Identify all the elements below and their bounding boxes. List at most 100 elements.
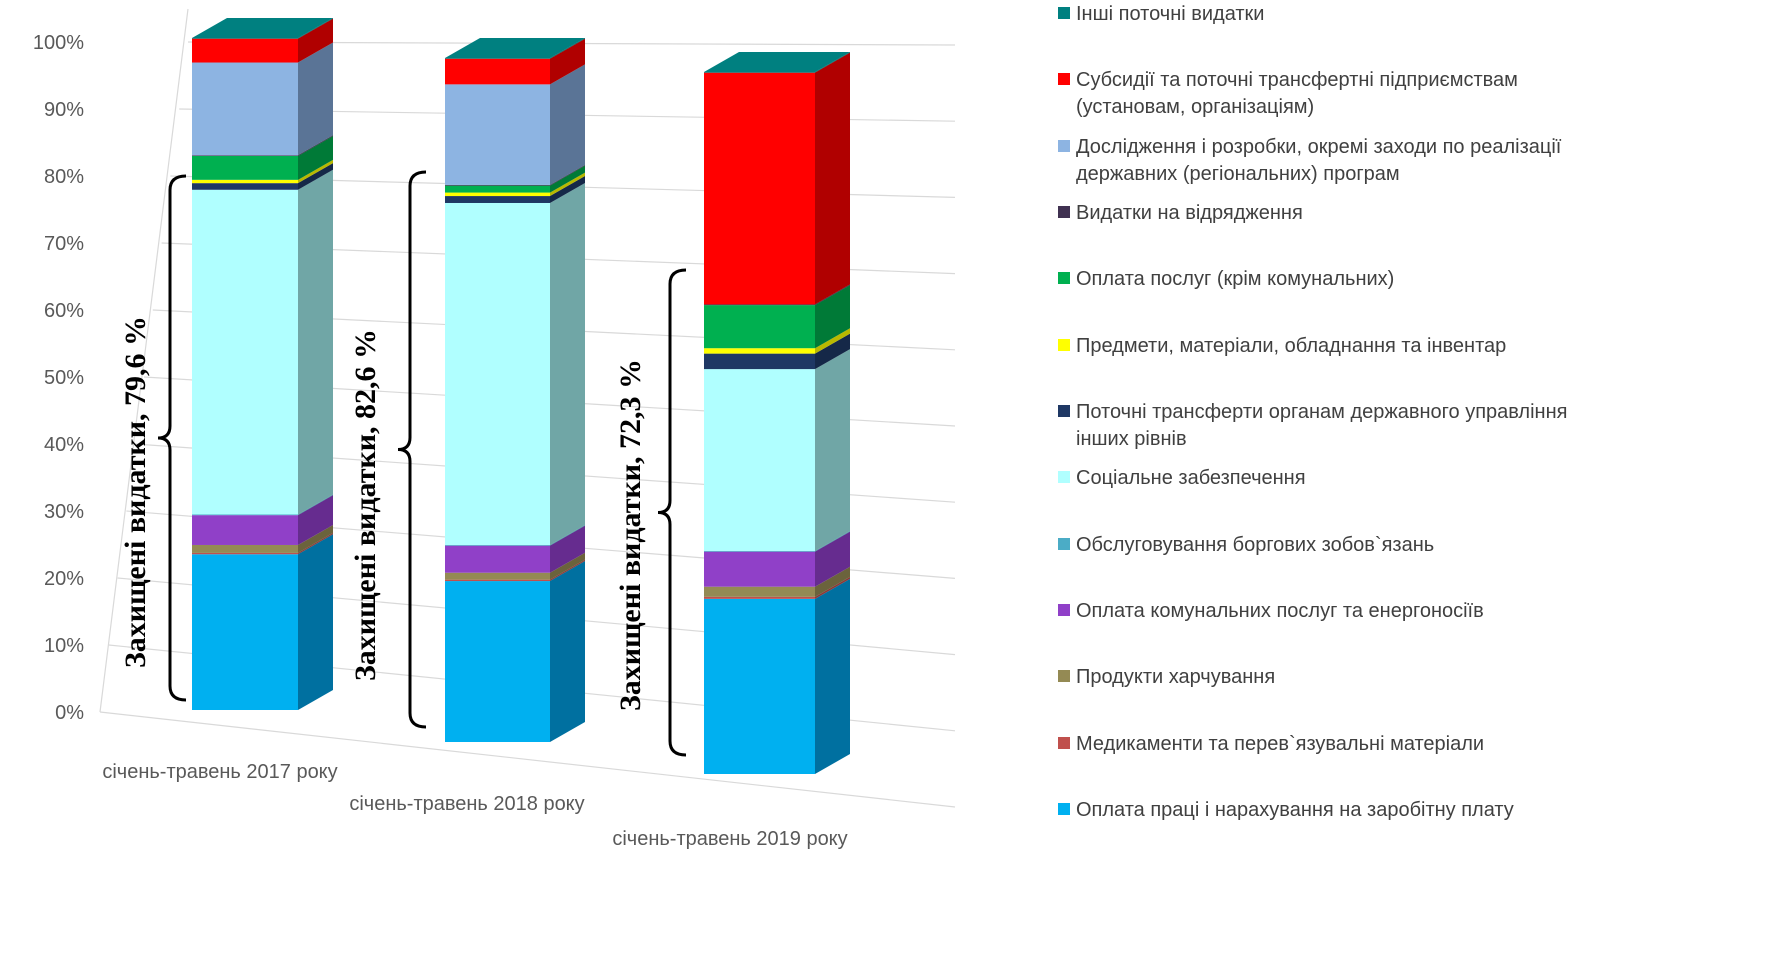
bar-segment — [704, 72, 815, 73]
legend-swatch — [1058, 737, 1070, 749]
legend-item: Оплата послуг (крім комунальних) — [1058, 268, 1394, 290]
bar-segment — [192, 62, 298, 156]
y-tick-label: 30% — [44, 501, 84, 523]
curly-bracket — [157, 174, 187, 702]
bar-stack — [704, 52, 850, 774]
legend-item: Соціальне забезпечення — [1058, 467, 1306, 489]
legend-swatch — [1058, 206, 1070, 218]
bar-segment-side — [815, 578, 850, 774]
legend-label: Оплата праці і нарахування на заробітну … — [1076, 799, 1514, 821]
legend-swatch — [1058, 538, 1070, 550]
bar-segment — [445, 185, 550, 193]
bar-segment — [704, 596, 815, 599]
bar-segment-side — [298, 494, 333, 516]
legend-swatch — [1058, 339, 1070, 351]
legend-swatch — [1058, 604, 1070, 616]
bar-segment-side — [298, 163, 333, 190]
bar-segment — [445, 84, 550, 185]
bar-segment-side — [550, 559, 585, 582]
bar-segment — [445, 202, 550, 545]
bar-segment-side — [815, 531, 850, 552]
legend-label: Обслуговування боргових зобов`язань — [1076, 534, 1434, 556]
bar-segment — [192, 155, 298, 180]
bar-segment-side — [298, 534, 333, 710]
legend-swatch — [1058, 272, 1070, 284]
bar-segment — [445, 196, 550, 203]
x-category-label: січень-травень 2017 року — [102, 761, 337, 783]
bar-segment-side — [550, 64, 585, 185]
bar-segment-side — [298, 524, 333, 553]
bar-segment-side — [550, 525, 585, 573]
bar-segment — [445, 58, 550, 85]
legend-label: інших рівнів — [1076, 428, 1187, 450]
curly-bracket — [397, 170, 427, 729]
bar-segment — [192, 179, 298, 184]
bar-segment — [704, 304, 815, 306]
back-wall-edge — [99, 8, 189, 713]
legend-item: Продукти харчування — [1058, 666, 1275, 688]
legend-item: Медикаменти та перев`язувальні матеріали — [1058, 733, 1484, 755]
bar-segment-side — [550, 172, 585, 197]
bar-stack — [445, 38, 585, 742]
bar-segment — [192, 554, 298, 710]
bar-segment — [445, 184, 550, 186]
legend-label: Оплата послуг (крім комунальних) — [1076, 268, 1394, 290]
bar-segment-side — [550, 524, 585, 546]
legend-swatch — [1058, 803, 1070, 815]
legend-label: Предмети, матеріали, обладнання та інвен… — [1076, 335, 1506, 357]
bar-top-face — [704, 52, 850, 72]
bar-segment — [445, 544, 550, 546]
bar-segment-side — [815, 349, 850, 552]
bar-segment — [192, 515, 298, 545]
legend-swatch — [1058, 7, 1070, 19]
legend-item: Оплата праці і нарахування на заробітну … — [1058, 799, 1514, 821]
bar-segment — [704, 551, 815, 552]
bar-top-face — [192, 18, 333, 38]
bracket-label: Захищені видатки, 79,6 % — [119, 316, 152, 668]
bar-segment — [192, 155, 298, 156]
bar-segment-side — [298, 159, 333, 184]
bar-segment — [445, 192, 550, 197]
bars — [192, 18, 850, 774]
bar-segment-side — [550, 176, 585, 203]
bar-segment-side — [550, 182, 585, 545]
y-tick-label: 50% — [44, 367, 84, 389]
bar-segment — [704, 369, 815, 552]
gridline — [99, 711, 956, 808]
legend-label: Інші поточні видатки — [1076, 3, 1264, 25]
legend-swatch — [1058, 140, 1070, 152]
bar-segment-side — [815, 566, 850, 597]
legend-item: Видатки на відрядження — [1058, 202, 1303, 224]
bar-segment — [445, 572, 550, 580]
bar-segment-side — [550, 561, 585, 742]
bar-segment — [192, 552, 298, 555]
bar-segment-side — [815, 52, 850, 73]
legend-label: (установам, організаціям) — [1076, 96, 1314, 118]
bar-segment-side — [815, 576, 850, 599]
bar-segment-side — [550, 552, 585, 580]
bar-segment — [192, 544, 298, 553]
legend-item: Поточні трансферти органам державного уп… — [1058, 401, 1567, 450]
bar-stack — [192, 18, 333, 710]
bracket-label: Захищені видатки, 82,6 % — [349, 329, 382, 681]
legend-label: державних (регіональних) програм — [1076, 163, 1400, 185]
bar-segment — [704, 551, 815, 587]
bar-segment — [445, 58, 550, 59]
legend-label: Субсидії та поточні трансфертні підприєм… — [1076, 69, 1518, 91]
bar-segment-side — [815, 52, 850, 305]
bar-segment-side — [815, 285, 850, 349]
legend-swatch — [1058, 73, 1070, 85]
bar-segment-side — [815, 284, 850, 306]
y-tick-label: 70% — [44, 233, 84, 255]
legend-label: Продукти харчування — [1076, 666, 1275, 688]
bar-segment-side — [298, 18, 333, 63]
bar-segment-side — [298, 169, 333, 515]
curly-bracket — [657, 268, 687, 757]
legend: Інші поточні видатки Субсидії та поточні … — [1058, 3, 1567, 821]
bar-segment — [704, 598, 815, 774]
x-category-label: січень-травень 2019 року — [612, 828, 847, 850]
bar-segment-side — [298, 135, 333, 156]
bar-segment-side — [298, 532, 333, 555]
bar-segment-side — [298, 135, 333, 180]
legend-label: Видатки на відрядження — [1076, 202, 1303, 224]
